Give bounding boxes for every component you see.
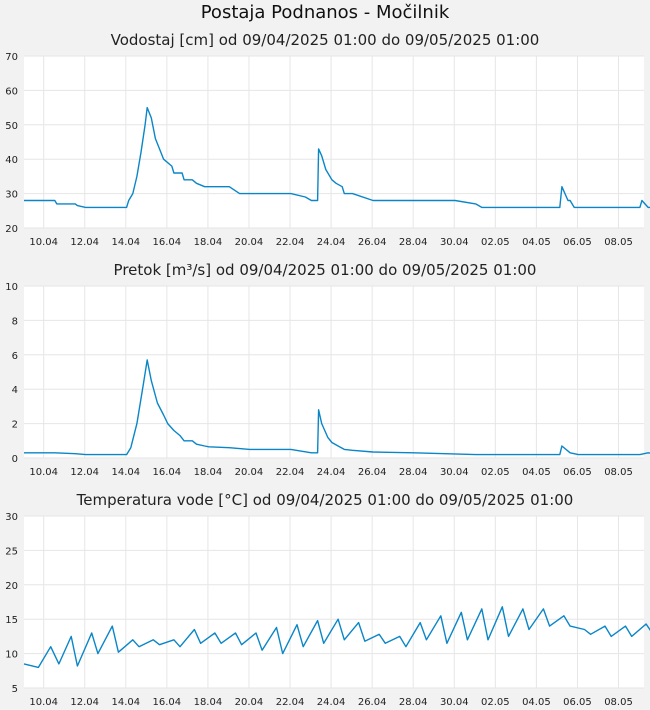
y-tick-0-4: 60 [5,86,18,97]
series-line-0-0 [24,106,650,209]
y-tick-2-4: 25 [5,546,18,557]
x-tick-1-7: 24.04 [317,467,346,478]
x-tick-2-6: 22.04 [276,697,305,708]
x-tick-2-2: 14.04 [111,697,140,708]
chart-main-title: Postaja Podnanos - Močilnik [200,2,450,23]
x-tick-0-3: 16.04 [153,237,182,248]
x-tick-0-7: 24.04 [317,237,346,248]
x-tick-1-12: 04.05 [522,467,551,478]
y-tick-0-1: 30 [5,190,18,201]
x-tick-2-3: 16.04 [153,697,182,708]
x-tick-0-1: 12.04 [70,237,99,248]
panel-title-pretok: Pretok [m³/s] od 09/04/2025 01:00 do 09/… [113,261,537,279]
x-tick-0-9: 28.04 [399,237,428,248]
y-tick-0-2: 40 [5,155,18,166]
y-tick-1-4: 8 [12,316,18,327]
x-tick-0-6: 22.04 [276,237,305,248]
y-tick-1-5: 10 [5,282,18,293]
x-tick-0-10: 30.04 [440,237,469,248]
x-tick-0-2: 14.04 [111,237,140,248]
x-tick-2-12: 04.05 [522,697,551,708]
x-tick-1-4: 18.04 [194,467,223,478]
x-tick-0-11: 02.05 [481,237,510,248]
y-tick-0-3: 50 [5,121,18,132]
x-tick-2-9: 28.04 [399,697,428,708]
y-tick-2-5: 30 [5,512,18,523]
x-tick-1-1: 12.04 [70,467,99,478]
x-tick-2-7: 24.04 [317,697,346,708]
x-tick-2-14: 08.05 [604,697,633,708]
x-tick-2-0: 10.04 [29,697,58,708]
x-tick-1-6: 22.04 [276,467,305,478]
x-tick-2-4: 18.04 [194,697,223,708]
x-tick-2-5: 20.04 [235,697,264,708]
y-tick-1-0: 0 [12,454,18,465]
y-tick-1-1: 2 [12,420,18,431]
y-tick-0-5: 70 [5,52,18,63]
x-tick-1-14: 08.05 [604,467,633,478]
x-tick-1-0: 10.04 [29,467,58,478]
x-tick-1-5: 20.04 [235,467,264,478]
x-tick-2-8: 26.04 [358,697,387,708]
x-tick-1-3: 16.04 [153,467,182,478]
series-line-1-0 [24,359,650,456]
x-tick-2-1: 12.04 [70,697,99,708]
plot-area-0 [24,56,644,228]
panel-title-temperatura: Temperatura vode [°C] od 09/04/2025 01:0… [76,491,574,509]
y-tick-2-2: 15 [5,615,18,626]
panel-title-vodostaj: Vodostaj [cm] od 09/04/2025 01:00 do 09/… [110,31,540,49]
x-tick-0-14: 08.05 [604,237,633,248]
x-tick-0-13: 06.05 [563,237,592,248]
x-tick-0-0: 10.04 [29,237,58,248]
x-tick-1-8: 26.04 [358,467,387,478]
y-tick-0-0: 20 [5,224,18,235]
series-line-2-0 [23,606,650,669]
x-tick-1-9: 28.04 [399,467,428,478]
x-tick-0-12: 04.05 [522,237,551,248]
y-tick-2-0: 5 [12,684,18,695]
x-tick-2-10: 30.04 [440,697,469,708]
x-tick-2-13: 06.05 [563,697,592,708]
y-tick-2-1: 10 [5,650,18,661]
x-tick-1-10: 30.04 [440,467,469,478]
x-tick-0-8: 26.04 [358,237,387,248]
plot-area-1 [24,286,644,458]
x-tick-1-11: 02.05 [481,467,510,478]
y-tick-2-3: 20 [5,581,18,592]
x-tick-1-2: 14.04 [111,467,140,478]
y-tick-1-3: 6 [12,351,18,362]
x-tick-2-11: 02.05 [481,697,510,708]
x-tick-0-5: 20.04 [235,237,264,248]
y-tick-1-2: 4 [12,385,18,396]
x-tick-1-13: 06.05 [563,467,592,478]
x-tick-0-4: 18.04 [194,237,223,248]
plot-area-2 [24,516,644,688]
